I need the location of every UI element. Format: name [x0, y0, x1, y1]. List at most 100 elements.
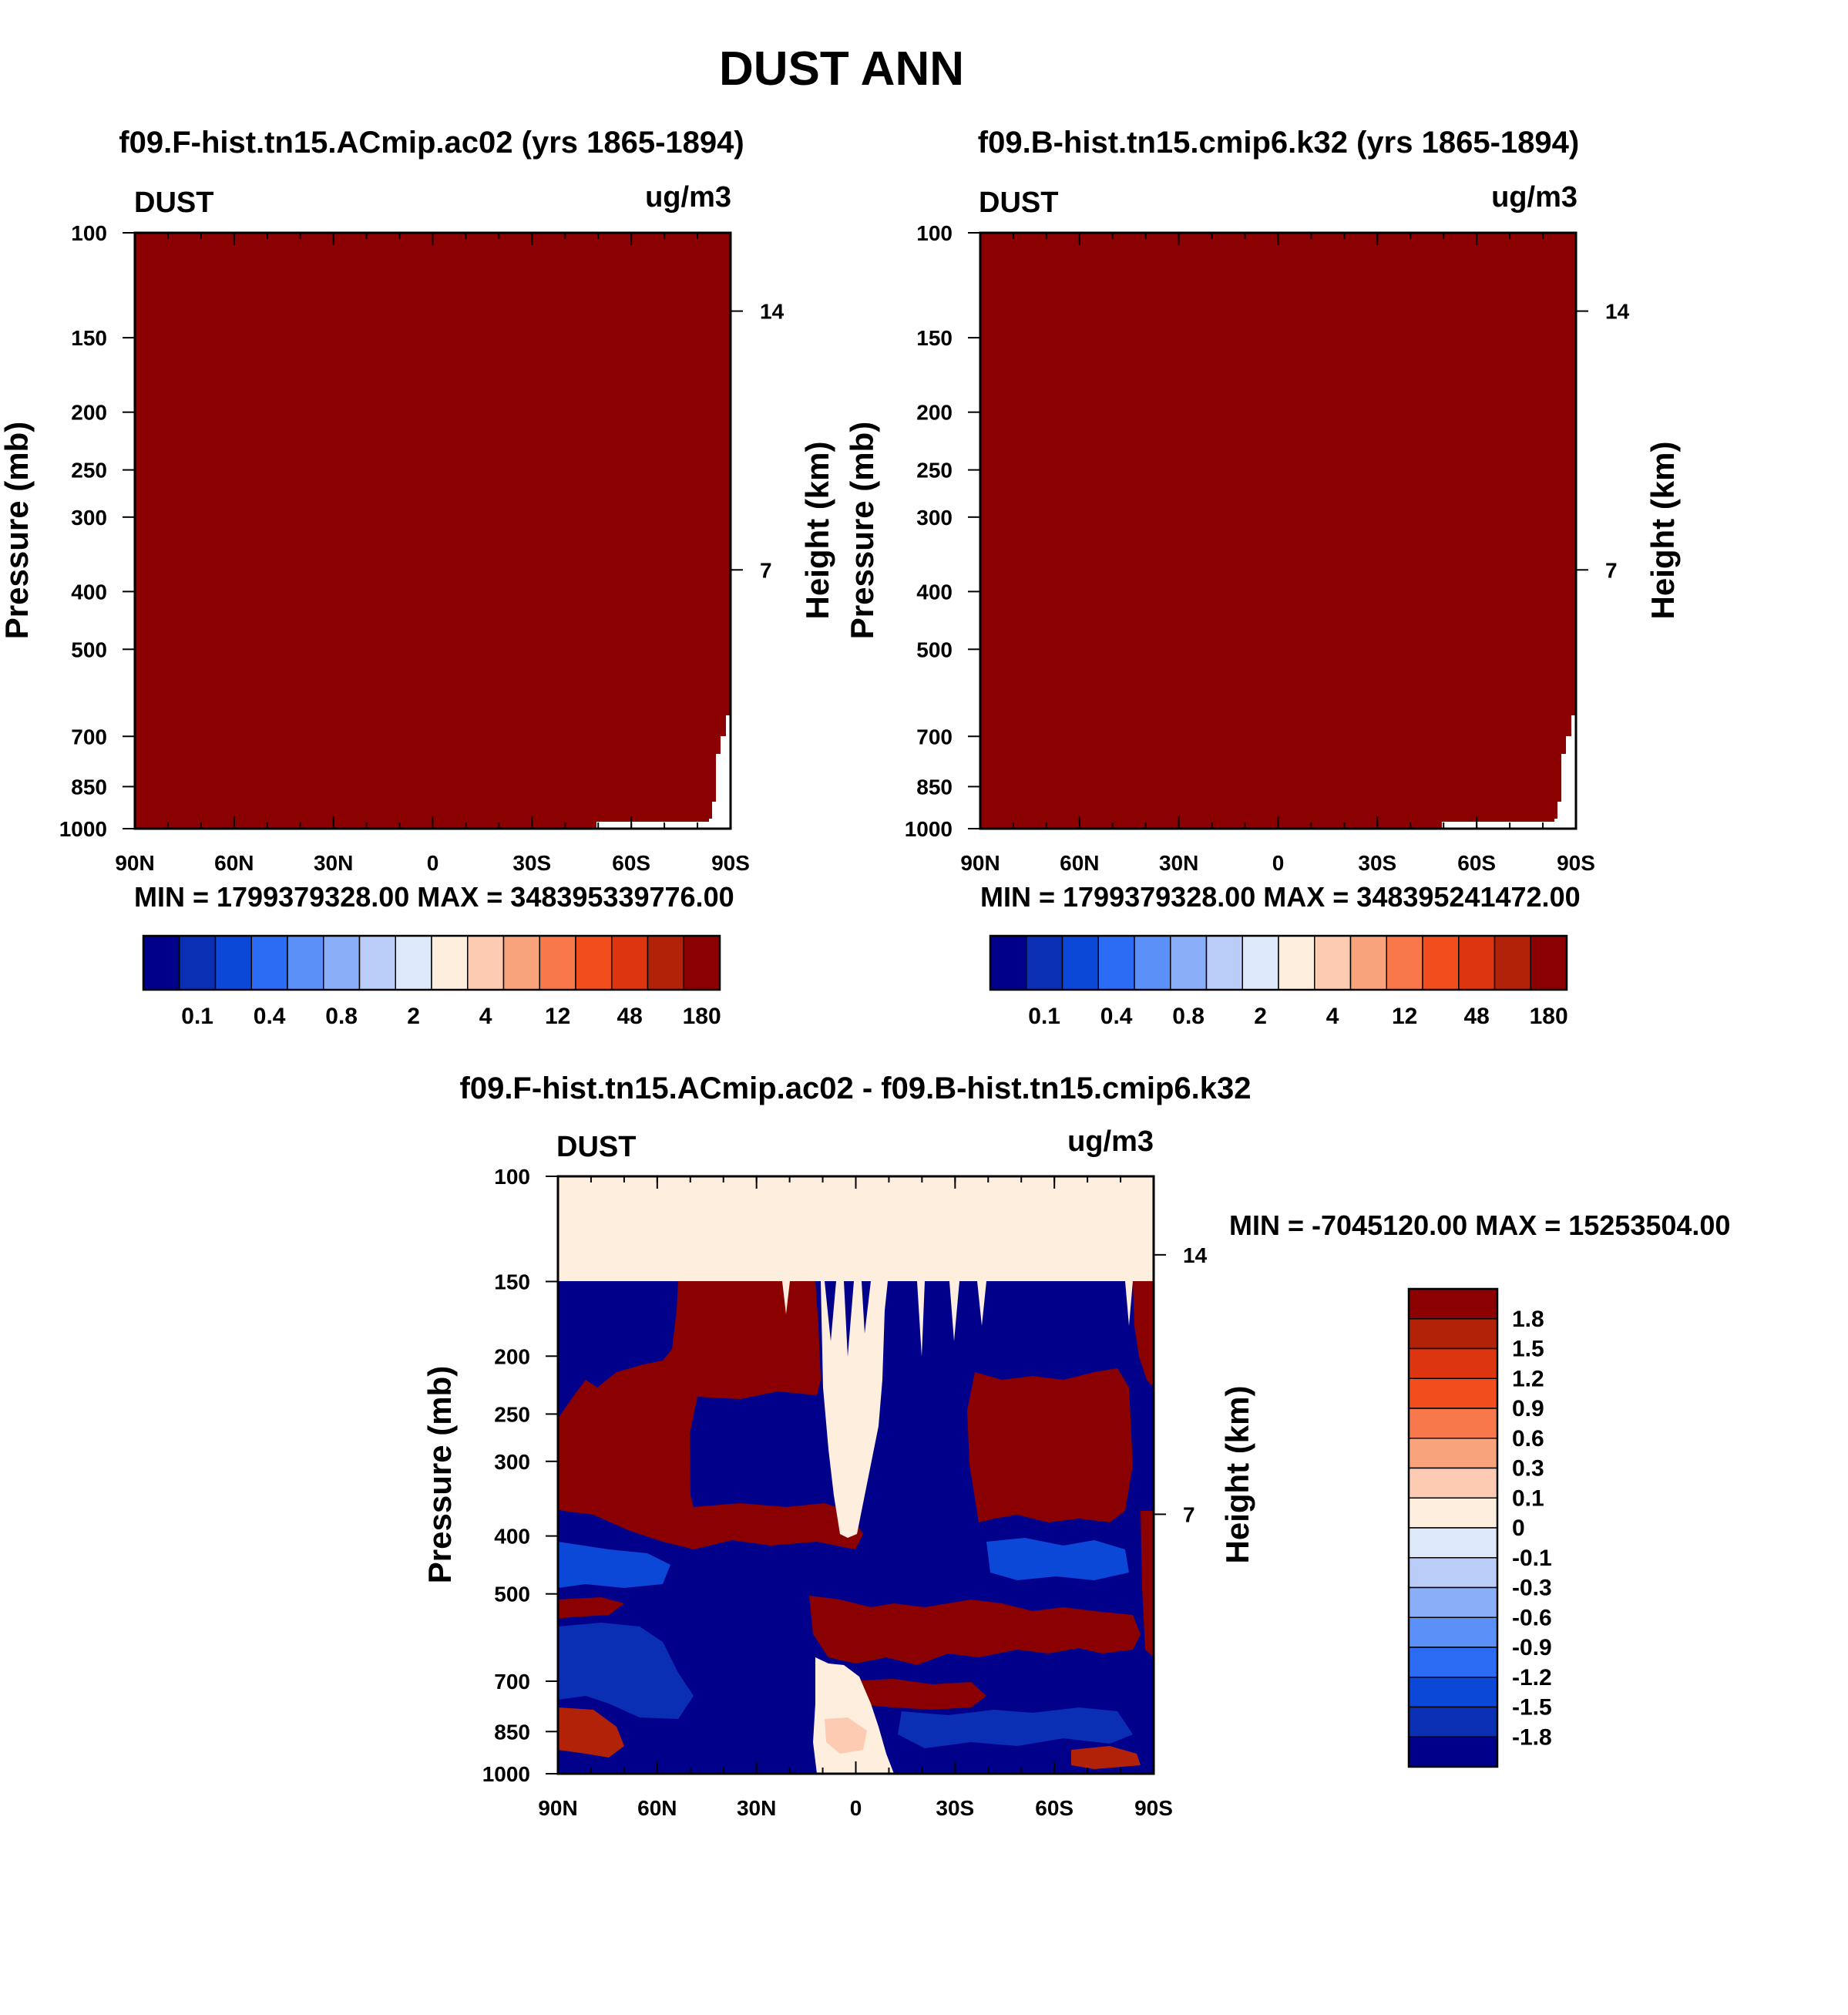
panel-2-stats: MIN = 1799379328.00 MAX = 348395241472.0… — [980, 881, 1581, 913]
panel-1-y-tick-label: 500 — [71, 637, 107, 661]
panel-3-colorbar-box — [1408, 1318, 1498, 1350]
panel-2-colorbar-label: 2 — [1254, 1004, 1267, 1029]
panel-1-x-tick-label: 90S — [711, 851, 750, 875]
panel-3-y-tick-label: 150 — [494, 1270, 530, 1293]
panel-2-x-axis: 90N 60N 30N 0 30S 60S 90S — [960, 233, 1595, 875]
panel-3-colorbar-label: 0.1 — [1512, 1485, 1544, 1511]
panel-2-colorbar-box — [1278, 935, 1315, 991]
panel-1-y-tick-label: 700 — [71, 725, 107, 748]
panel-1-y-tick-label: 300 — [71, 506, 107, 530]
panel-3-negative-region-lower-west — [558, 1623, 694, 1719]
panel-1-colorbar-box — [395, 935, 432, 991]
panel-3-positive-region-mid — [809, 1596, 1141, 1665]
panel-1-colorbar-label: 0.8 — [325, 1004, 358, 1029]
panel-2-colorbar-label: 48 — [1463, 1004, 1489, 1029]
panel-3-colorbar-box — [1408, 1408, 1498, 1439]
panel-2-colorbar-label: 0.4 — [1100, 1004, 1133, 1029]
panel-1-colorbar-label: 180 — [683, 1004, 721, 1029]
panel-1-colorbar-box — [683, 935, 721, 991]
panel-2-x-tick-label: 90S — [1557, 851, 1595, 875]
panel-3-near-zero-spike-5 — [782, 1281, 790, 1314]
panel-1-colorbar-label: 12 — [545, 1004, 570, 1029]
panel-1-plot-area — [133, 231, 732, 830]
panel-1-x-axis: 90N 60N 30N 0 30S 60S 90S — [115, 233, 750, 875]
panel-1-colorbar-box — [358, 935, 396, 991]
panel-2-plot-area — [979, 231, 1578, 830]
panel-2-colorbar-box — [1530, 935, 1567, 991]
panel-3-right-tick-label: 7 — [1183, 1502, 1195, 1526]
panel-1-missing-region — [596, 715, 731, 829]
panel-3-colorbar-box — [1408, 1288, 1498, 1320]
panel-3-x-tick-label: 60S — [1035, 1796, 1074, 1820]
panel-2-colorbar-label: 180 — [1530, 1004, 1568, 1029]
panel-3-y-tick-label: 200 — [494, 1344, 530, 1368]
panel-2-y-axis-label: Pressure (mb) — [844, 422, 880, 639]
panel-3-y-tick-label: 300 — [494, 1450, 530, 1474]
panel-3-colorbar-box — [1408, 1527, 1498, 1559]
panel-2-colorbar-label: 12 — [1392, 1004, 1417, 1029]
panel-1-x-tick-label: 30N — [314, 851, 353, 875]
panel-3-colorbar-label: -0.6 — [1512, 1605, 1552, 1630]
panel-2-right-axis: 14 7 — [1576, 300, 1630, 582]
panel-1-stats: MIN = 1799379328.00 MAX = 348395339776.0… — [134, 881, 734, 913]
panel-2-colorbar-box — [1386, 935, 1423, 991]
panel-2-colorbar-box — [1026, 935, 1063, 991]
panel-1-field-fill — [135, 233, 731, 829]
panel-3-near-zero-spike-4 — [1125, 1281, 1133, 1326]
panel-3-colorbar-label: -1.5 — [1512, 1695, 1552, 1721]
panel-3-colorbar-box — [1408, 1438, 1498, 1469]
panel-1-colorbar-box — [575, 935, 613, 991]
panel-3-colorbar-box — [1408, 1706, 1498, 1737]
panel-2-colorbar: 0.1 0.4 0.8 2 4 12 48 180 — [989, 934, 1568, 1029]
panel-2-y-tick-label: 400 — [916, 580, 953, 604]
panel-3-colorbar: 1.8 1.5 1.2 0.9 0.6 0.3 0.1 0 -0.1 -0.3 -0.6 -0.9 -1… — [1407, 1287, 1552, 1768]
panel-3-colorbar-label: 0.6 — [1512, 1426, 1544, 1452]
panel-3-colorbar-box — [1408, 1497, 1498, 1529]
panel-2-colorbar-box — [1242, 935, 1279, 991]
panel-3-negative-region-lower-east — [898, 1707, 1133, 1748]
panel-2-title: f09.B-hist.tn15.cmip6.k32 (yrs 1865-1894… — [978, 126, 1579, 160]
panel-3-near-zero-spike-2 — [949, 1281, 959, 1341]
panel-3-positive-region-lower — [859, 1679, 986, 1710]
panel-1-x-tick-label: 90N — [115, 851, 154, 875]
panel-2-units-label: ug/m3 — [1491, 181, 1578, 214]
panel-2-x-tick-label: 0 — [1272, 851, 1285, 875]
panel-3-positive-region-upper-west — [558, 1281, 863, 1549]
panel-3-colorbar-label: 1.5 — [1512, 1337, 1544, 1362]
panel-1-x-tick-label: 60N — [214, 851, 254, 875]
panel-2-y-tick-label: 300 — [916, 506, 953, 530]
panel-1-y-tick-label: 100 — [71, 221, 107, 245]
panel-3-colorbar-box — [1408, 1467, 1498, 1499]
panel-3-colorbar-box — [1408, 1347, 1498, 1379]
panel-2-y-tick-label: 150 — [916, 326, 953, 350]
panel-3-colorbar-label: -1.8 — [1512, 1724, 1552, 1750]
panel-3-positive-strip-eastern — [1141, 1511, 1154, 1657]
panel-3-right-axis: 14 7 — [1154, 1243, 1208, 1526]
panel-2-colorbar-label: 0.1 — [1028, 1004, 1060, 1029]
panel-2-right-tick-label: 7 — [1605, 558, 1618, 582]
panel-1-variable-label: DUST — [134, 187, 213, 219]
panel-3-y-axis-label: Pressure (mb) — [422, 1366, 458, 1583]
panel-1-y-tick-label: 850 — [71, 775, 107, 799]
panel-1-colorbar-box — [611, 935, 649, 991]
panel-2-colorbar-box — [990, 935, 1027, 991]
panel-3-x-axis: 90N 60N 30N 0 30S 60S 90S — [538, 1176, 1173, 1820]
panel-2-x-tick-label: 30S — [1358, 851, 1396, 875]
panel-1-colorbar-box — [431, 935, 469, 991]
panel-1-y-tick-label: 200 — [71, 401, 107, 425]
panel-1-colorbar-box — [647, 935, 684, 991]
panel-3-positive-region-surface-west — [558, 1707, 624, 1758]
panel-2-colorbar-box — [1061, 935, 1099, 991]
panel-3-units-label: ug/m3 — [1067, 1125, 1154, 1158]
panel-3-x-tick-label: 30N — [737, 1796, 776, 1820]
panel-2-variable-label: DUST — [979, 187, 1058, 219]
panel-3-colorbar-label: 1.8 — [1512, 1307, 1544, 1332]
panel-2-colorbar-box — [1205, 935, 1243, 991]
panel-3-positive-region-eastern-edge — [1133, 1281, 1154, 1388]
panel-1-colorbar-box — [539, 935, 576, 991]
panel-3-y-tick-label: 100 — [494, 1165, 530, 1189]
panel-3-colorbar-box — [1408, 1616, 1498, 1648]
panel-3-positive-region-upper-east — [967, 1368, 1133, 1522]
panel-1-colorbar-box — [323, 935, 361, 991]
panel-1-right-axis: 14 7 — [731, 300, 785, 582]
